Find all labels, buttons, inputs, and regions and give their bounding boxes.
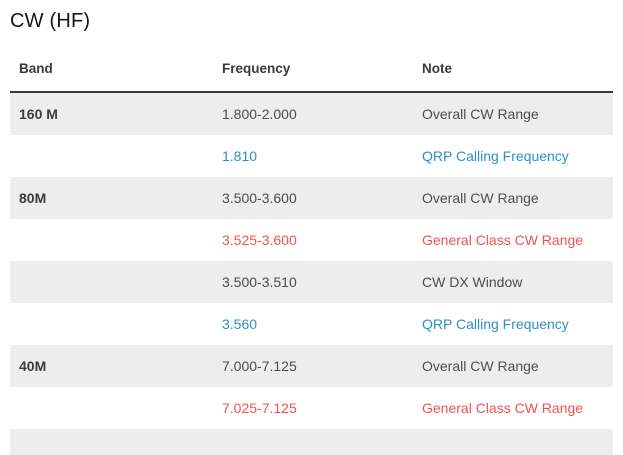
frequency-cell xyxy=(213,429,413,455)
band-cell xyxy=(10,429,213,455)
note-cell xyxy=(413,429,613,455)
column-header-frequency: Frequency xyxy=(213,50,413,93)
table-row: 160 M 1.800-2.000 Overall CW Range xyxy=(10,92,613,135)
note-cell: CW DX Window xyxy=(422,274,523,290)
table-row: 3.500-3.510 CW DX Window xyxy=(10,261,613,303)
note-cell: QRP Calling Frequency xyxy=(422,316,569,332)
page-title: CW (HF) xyxy=(10,10,91,32)
note-cell: QRP Calling Frequency xyxy=(422,148,569,164)
frequency-cell: 3.500-3.600 xyxy=(222,190,297,206)
note-cell: Overall CW Range xyxy=(422,358,539,374)
frequency-cell: 7.000-7.125 xyxy=(222,358,297,374)
table-row: 3.525-3.600 General Class CW Range xyxy=(10,219,613,261)
frequency-cell: 1.810 xyxy=(222,148,258,164)
table-row: 7.025-7.125 General Class CW Range xyxy=(10,387,613,429)
column-header-note: Note xyxy=(413,50,613,93)
note-cell: Overall CW Range xyxy=(422,190,539,206)
note-cell: General Class CW Range xyxy=(422,400,584,416)
table-row: 80M 3.500-3.600 Overall CW Range xyxy=(10,177,613,219)
band-cell: 160 M xyxy=(19,106,58,122)
frequency-cell: 3.560 xyxy=(222,316,258,332)
band-cell xyxy=(10,303,213,345)
frequency-table: Band Frequency Note 160 M 1.800-2.000 Over… xyxy=(10,50,613,455)
band-cell: 80M xyxy=(19,190,47,206)
frequency-cell: 3.500-3.510 xyxy=(222,274,297,290)
band-cell xyxy=(10,261,213,303)
frequency-table-header: Band Frequency Note xyxy=(10,50,613,93)
table-row xyxy=(10,429,613,455)
frequency-cell: 1.800-2.000 xyxy=(222,106,297,122)
band-cell xyxy=(10,219,213,261)
table-row: 40M 7.000-7.125 Overall CW Range xyxy=(10,345,613,387)
note-cell: Overall CW Range xyxy=(422,106,539,122)
frequency-cell: 3.525-3.600 xyxy=(222,232,297,248)
table-row: 1.810 QRP Calling Frequency xyxy=(10,135,613,177)
frequency-cell: 7.025-7.125 xyxy=(222,400,297,416)
table-row: 3.560 QRP Calling Frequency xyxy=(10,303,613,345)
frequency-table-body: 160 M 1.800-2.000 Overall CW Range 1.810 QRP… xyxy=(10,92,613,455)
header-row: Band Frequency Note xyxy=(10,50,613,93)
band-cell xyxy=(10,135,213,177)
band-cell xyxy=(10,387,213,429)
band-cell: 40M xyxy=(19,358,47,374)
note-cell: General Class CW Range xyxy=(422,232,584,248)
column-header-band: Band xyxy=(10,50,213,93)
